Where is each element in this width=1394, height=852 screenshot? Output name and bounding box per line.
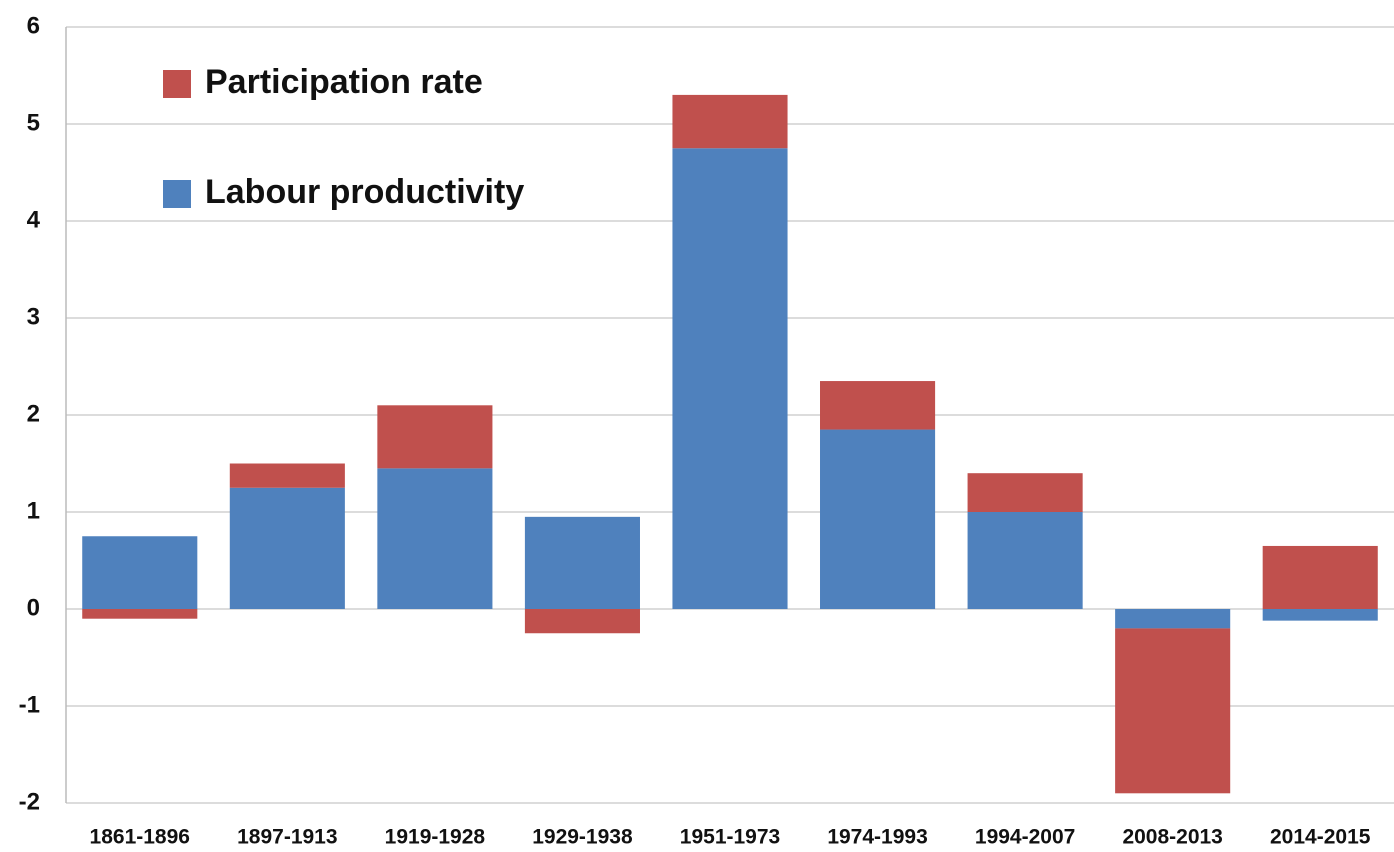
y-tick-label: -1	[19, 691, 40, 718]
x-tick-label: 1897-1913	[237, 826, 337, 849]
bar	[229, 463, 345, 488]
bar	[1262, 609, 1378, 621]
x-tick-label: 1951-1973	[680, 826, 780, 849]
bar	[967, 512, 1083, 609]
legend-label: Labour productivity	[205, 173, 524, 211]
x-tick-label: 1919-1928	[385, 826, 486, 849]
y-tick-label: 3	[27, 303, 40, 330]
legend-label: Participation rate	[205, 63, 483, 101]
bar	[1115, 628, 1231, 794]
y-tick-label: 2	[27, 400, 40, 427]
y-tick-label: 5	[27, 109, 40, 136]
bar	[820, 429, 936, 609]
bar	[1115, 609, 1231, 629]
bar	[377, 405, 493, 469]
x-tick-label: 1994-2007	[975, 826, 1075, 849]
bar	[672, 148, 788, 609]
bar	[524, 516, 640, 609]
y-tick-label: 4	[27, 206, 41, 233]
bar	[524, 609, 640, 634]
y-tick-label: 1	[27, 497, 40, 524]
y-tick-label: -2	[19, 788, 40, 815]
bar	[967, 473, 1083, 512]
legend-swatch	[163, 70, 191, 98]
bar	[672, 94, 788, 149]
bar	[1262, 545, 1378, 609]
bar	[820, 381, 936, 430]
bar	[82, 536, 198, 609]
bar	[82, 609, 198, 619]
x-tick-label: 1974-1993	[827, 826, 927, 849]
x-tick-label: 2014-2015	[1270, 826, 1371, 849]
x-tick-label: 1929-1938	[532, 826, 633, 849]
bar	[229, 487, 345, 609]
legend-swatch	[163, 180, 191, 208]
x-tick-label: 2008-2013	[1122, 826, 1222, 849]
y-tick-label: 6	[27, 12, 40, 39]
x-tick-label: 1861-1896	[90, 826, 190, 849]
bar	[377, 468, 493, 609]
y-tick-label: 0	[27, 594, 40, 621]
